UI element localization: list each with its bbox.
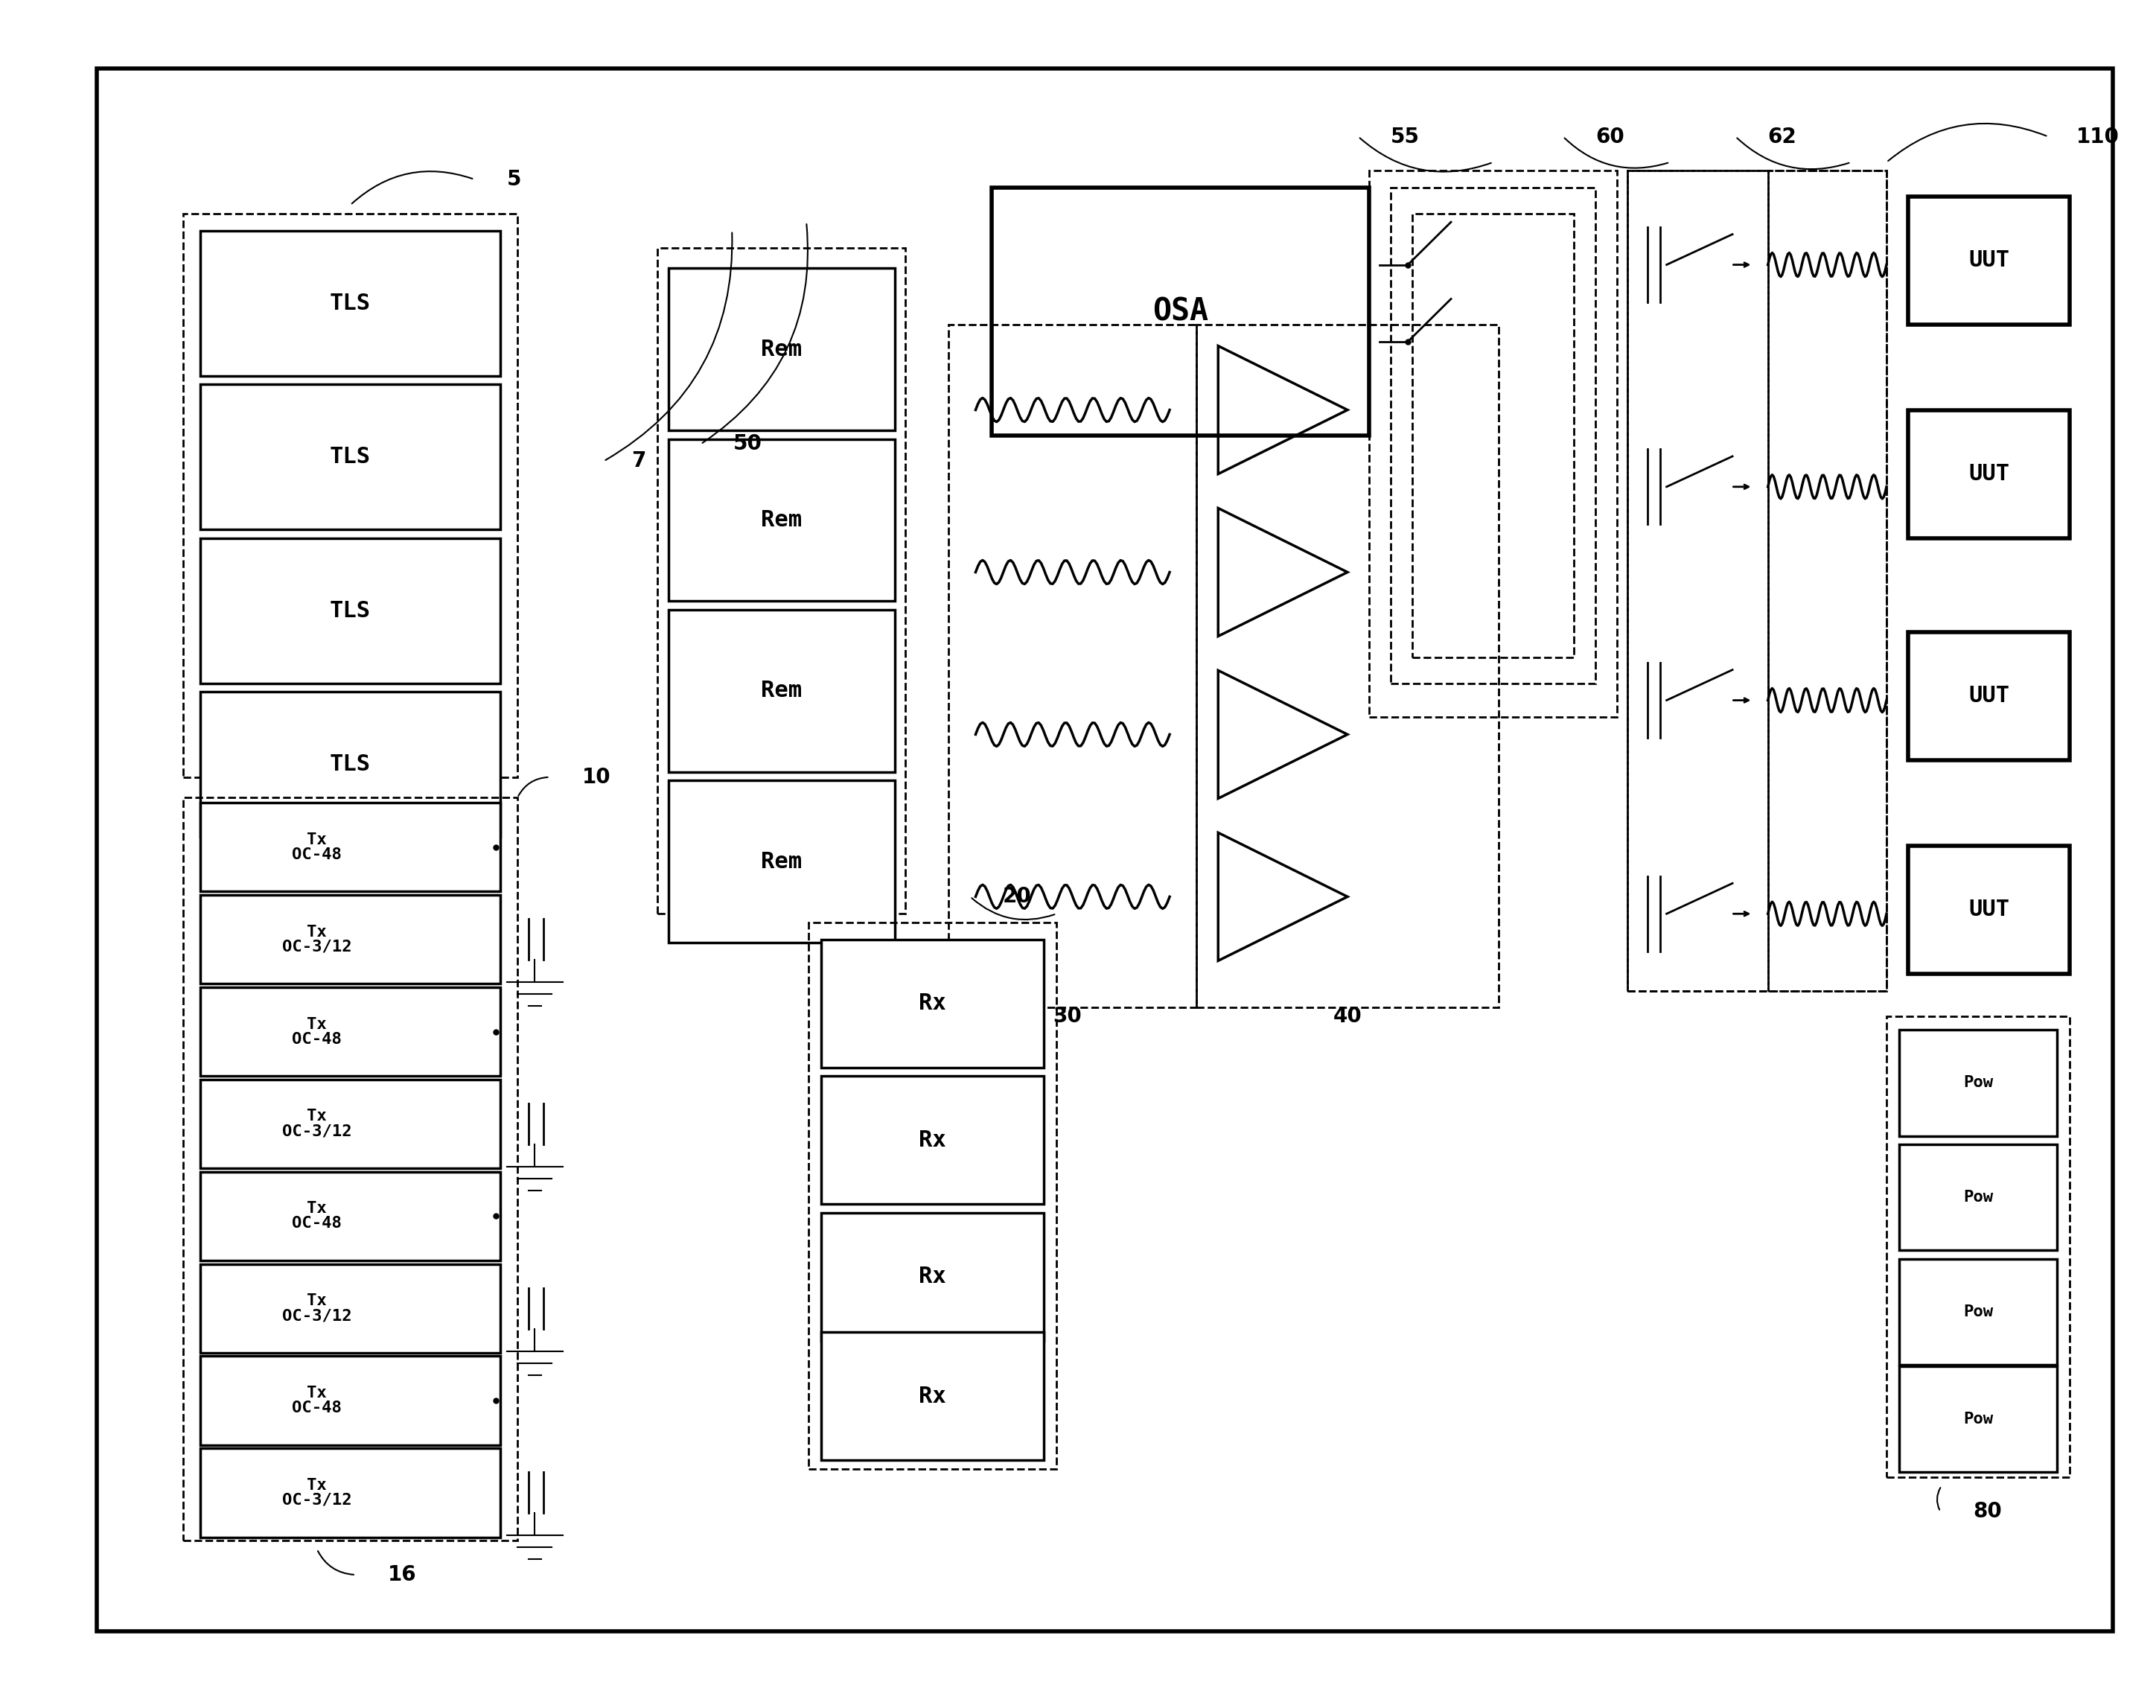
Text: Rx: Rx	[918, 1266, 946, 1288]
Text: 60: 60	[1595, 126, 1623, 147]
Bar	[201, 384, 500, 529]
Text: Rx: Rx	[918, 992, 946, 1015]
Bar	[1886, 1016, 2070, 1477]
Bar	[1197, 325, 1498, 1008]
Bar	[1899, 1366, 2057, 1472]
Bar	[949, 325, 1197, 1008]
Text: 16: 16	[388, 1565, 416, 1585]
Text: Rem: Rem	[761, 851, 802, 873]
Bar	[1628, 171, 1886, 991]
Text: 110: 110	[2076, 126, 2119, 147]
Bar	[821, 1332, 1044, 1460]
Text: Tx
OC-3/12: Tx OC-3/12	[282, 924, 351, 955]
Bar	[821, 1213, 1044, 1341]
Text: 50: 50	[733, 434, 761, 454]
Bar	[1908, 632, 2070, 760]
Text: Rem: Rem	[761, 680, 802, 702]
Bar	[821, 939, 1044, 1068]
Text: Rx: Rx	[918, 1129, 946, 1151]
Text: OSA: OSA	[1153, 295, 1207, 328]
Bar	[668, 439, 895, 601]
Text: Tx
OC-3/12: Tx OC-3/12	[282, 1108, 351, 1139]
Text: Tx
OC-48: Tx OC-48	[291, 1385, 343, 1416]
Bar	[668, 610, 895, 772]
Text: 7: 7	[632, 451, 647, 471]
Text: Rem: Rem	[761, 338, 802, 360]
Text: Tx
OC-3/12: Tx OC-3/12	[282, 1293, 351, 1324]
Bar	[1391, 188, 1595, 683]
Bar	[201, 1172, 500, 1261]
Text: Pow: Pow	[1964, 1413, 1992, 1426]
Bar	[183, 798, 517, 1541]
Bar	[1369, 171, 1617, 717]
Text: 20: 20	[1003, 886, 1031, 907]
Text: TLS: TLS	[330, 446, 371, 468]
Bar	[1768, 171, 1886, 991]
Text: Rem: Rem	[761, 509, 802, 531]
Text: Tx
OC-3/12: Tx OC-3/12	[282, 1477, 351, 1508]
Text: TLS: TLS	[330, 600, 371, 622]
Bar	[1628, 171, 1768, 991]
Bar	[1412, 214, 1574, 658]
Text: Tx
OC-48: Tx OC-48	[291, 832, 343, 863]
Bar	[201, 1264, 500, 1353]
Text: 30: 30	[1052, 1006, 1082, 1027]
Bar	[1908, 196, 2070, 325]
Text: 10: 10	[582, 767, 610, 787]
Text: 80: 80	[1973, 1501, 2001, 1522]
Bar	[1899, 1030, 2057, 1136]
Bar	[992, 188, 1369, 436]
Text: 5: 5	[507, 169, 522, 190]
Text: Pow: Pow	[1964, 1305, 1992, 1319]
Text: UUT: UUT	[1968, 898, 2009, 921]
Bar	[201, 1079, 500, 1168]
Bar	[1899, 1259, 2057, 1365]
Bar	[201, 895, 500, 984]
Text: Pow: Pow	[1964, 1190, 1992, 1204]
Bar	[668, 268, 895, 430]
Bar	[201, 1448, 500, 1537]
Text: 62: 62	[1768, 126, 1796, 147]
Bar	[1899, 1144, 2057, 1250]
Text: Tx
OC-48: Tx OC-48	[291, 1016, 343, 1047]
Text: UUT: UUT	[1968, 249, 2009, 272]
Text: TLS: TLS	[330, 292, 371, 314]
Bar	[808, 922, 1056, 1469]
Bar	[201, 987, 500, 1076]
Text: Pow: Pow	[1964, 1076, 1992, 1090]
Text: Rx: Rx	[918, 1385, 946, 1407]
Bar	[201, 231, 500, 376]
Text: 55: 55	[1391, 126, 1419, 147]
Text: 40: 40	[1332, 1006, 1363, 1027]
Bar	[668, 781, 895, 943]
Bar	[201, 692, 500, 837]
Bar	[821, 1076, 1044, 1204]
Text: UUT: UUT	[1968, 463, 2009, 485]
Text: TLS: TLS	[330, 753, 371, 775]
Bar	[201, 803, 500, 892]
Bar	[658, 248, 906, 914]
Text: UUT: UUT	[1968, 685, 2009, 707]
Bar	[1908, 845, 2070, 974]
Bar	[201, 538, 500, 683]
Bar	[201, 1356, 500, 1445]
Text: Tx
OC-48: Tx OC-48	[291, 1201, 343, 1231]
Bar	[183, 214, 517, 777]
Bar	[1908, 410, 2070, 538]
